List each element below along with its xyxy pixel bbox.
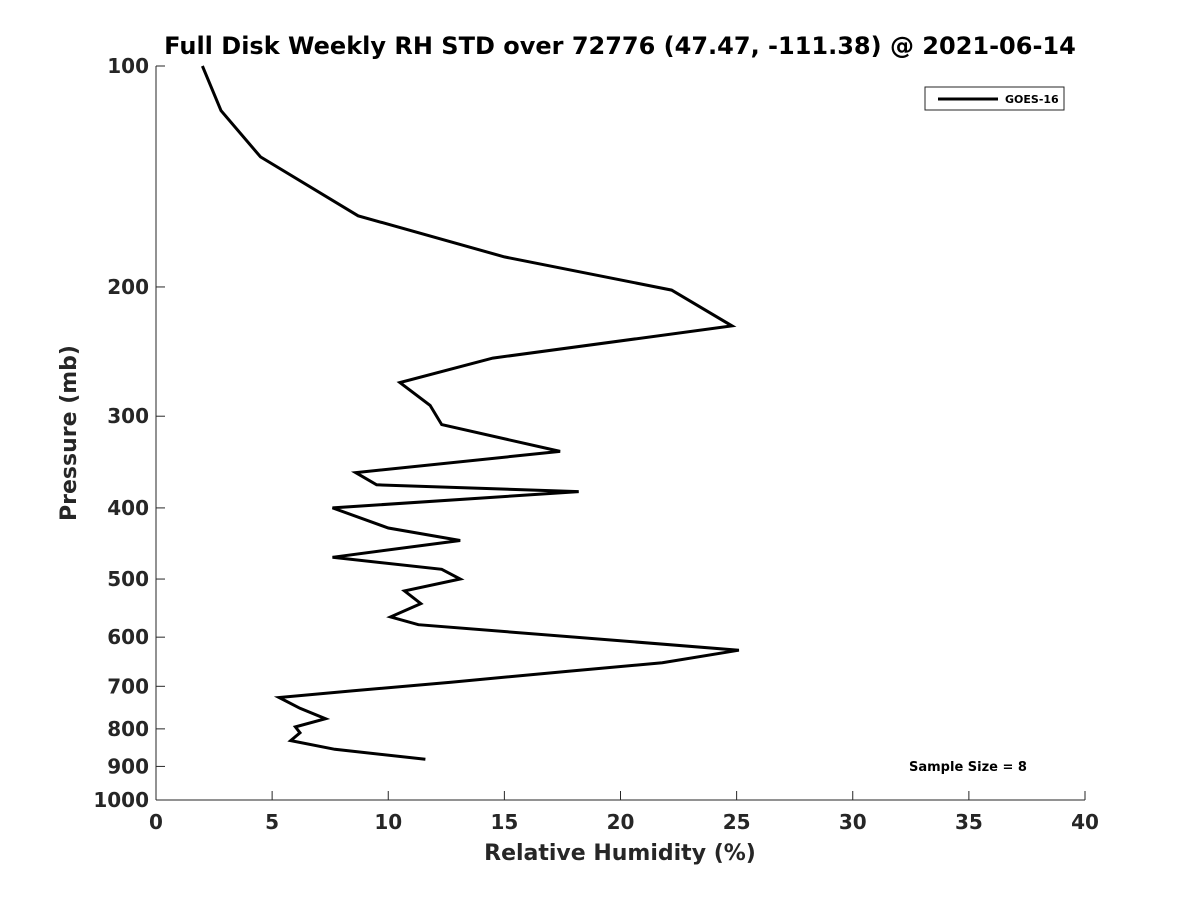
series-line-goes-16 (201, 65, 740, 761)
x-tick-label: 5 (265, 810, 279, 834)
x-tick-label: 10 (374, 810, 402, 834)
y-tick-label: 400 (107, 496, 149, 520)
x-tick-label: 40 (1071, 810, 1099, 834)
y-tick-label: 200 (107, 275, 149, 299)
x-tick-label: 35 (955, 810, 983, 834)
x-tick-label: 20 (607, 810, 635, 834)
y-tick-label: 600 (107, 625, 149, 649)
legend: GOES-16 (924, 86, 1065, 111)
x-tick-label: 15 (490, 810, 518, 834)
x-tick-label: 25 (723, 810, 751, 834)
x-axis-label: Relative Humidity (%) (484, 841, 756, 866)
y-tick-label: 1000 (93, 788, 149, 812)
y-tick-label: 900 (107, 754, 149, 778)
y-axis-label: Pressure (mb) (57, 345, 82, 521)
sample-size-annotation: Sample Size = 8 (909, 760, 1027, 775)
legend-label-goes-16: GOES-16 (1005, 93, 1059, 106)
y-tick-label: 700 (107, 674, 149, 698)
y-tick-label: 100 (107, 54, 149, 78)
y-tick-label: 300 (107, 404, 149, 428)
x-tick-label: 30 (839, 810, 867, 834)
x-tick-label: 0 (149, 810, 163, 834)
chart-title: Full Disk Weekly RH STD over 72776 (47.4… (164, 32, 1076, 60)
y-tick-label: 500 (107, 567, 149, 591)
y-tick-label: 800 (107, 717, 149, 741)
